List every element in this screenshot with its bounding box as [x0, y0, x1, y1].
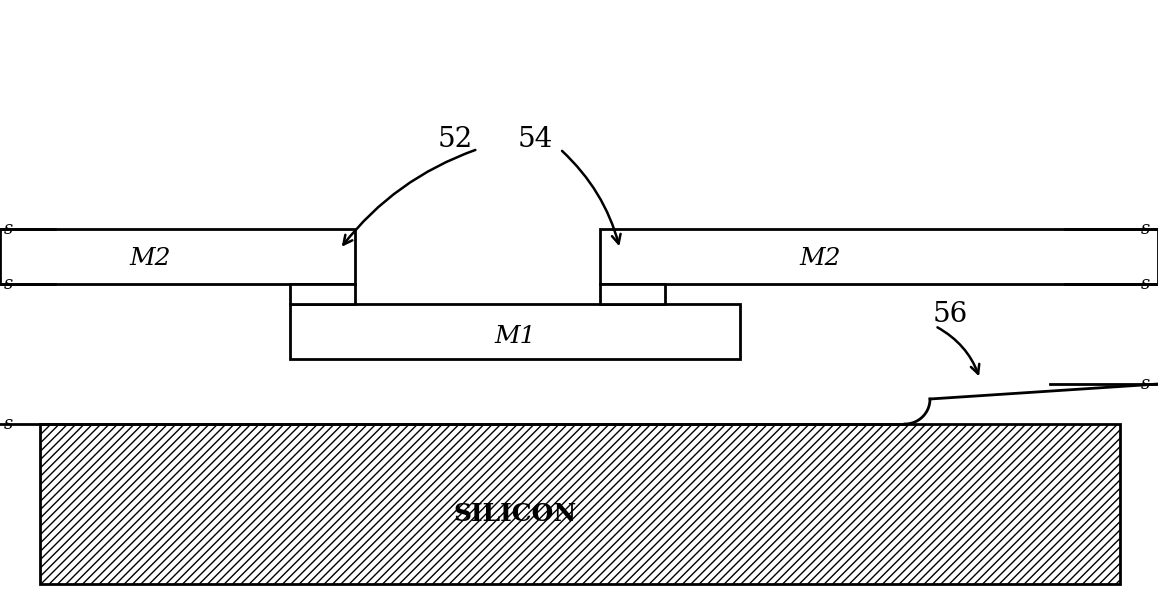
Text: 52: 52 — [438, 125, 472, 152]
Text: s: s — [1141, 275, 1150, 293]
Bar — [0, 229, 356, 284]
Bar — [600, 229, 1158, 284]
Bar — [41, 424, 1120, 584]
Text: s: s — [1141, 375, 1150, 393]
Text: M2: M2 — [130, 247, 170, 270]
Text: s: s — [3, 415, 13, 433]
Bar — [290, 304, 740, 359]
Text: 56: 56 — [932, 300, 968, 327]
Text: M1: M1 — [494, 325, 536, 348]
Text: M2: M2 — [799, 247, 841, 270]
Text: SILICON: SILICON — [454, 502, 577, 526]
Bar — [600, 284, 665, 304]
Text: s: s — [3, 219, 13, 238]
Text: 54: 54 — [518, 125, 552, 152]
Text: s: s — [3, 275, 13, 293]
Text: s: s — [1141, 219, 1150, 238]
Bar — [290, 284, 356, 304]
